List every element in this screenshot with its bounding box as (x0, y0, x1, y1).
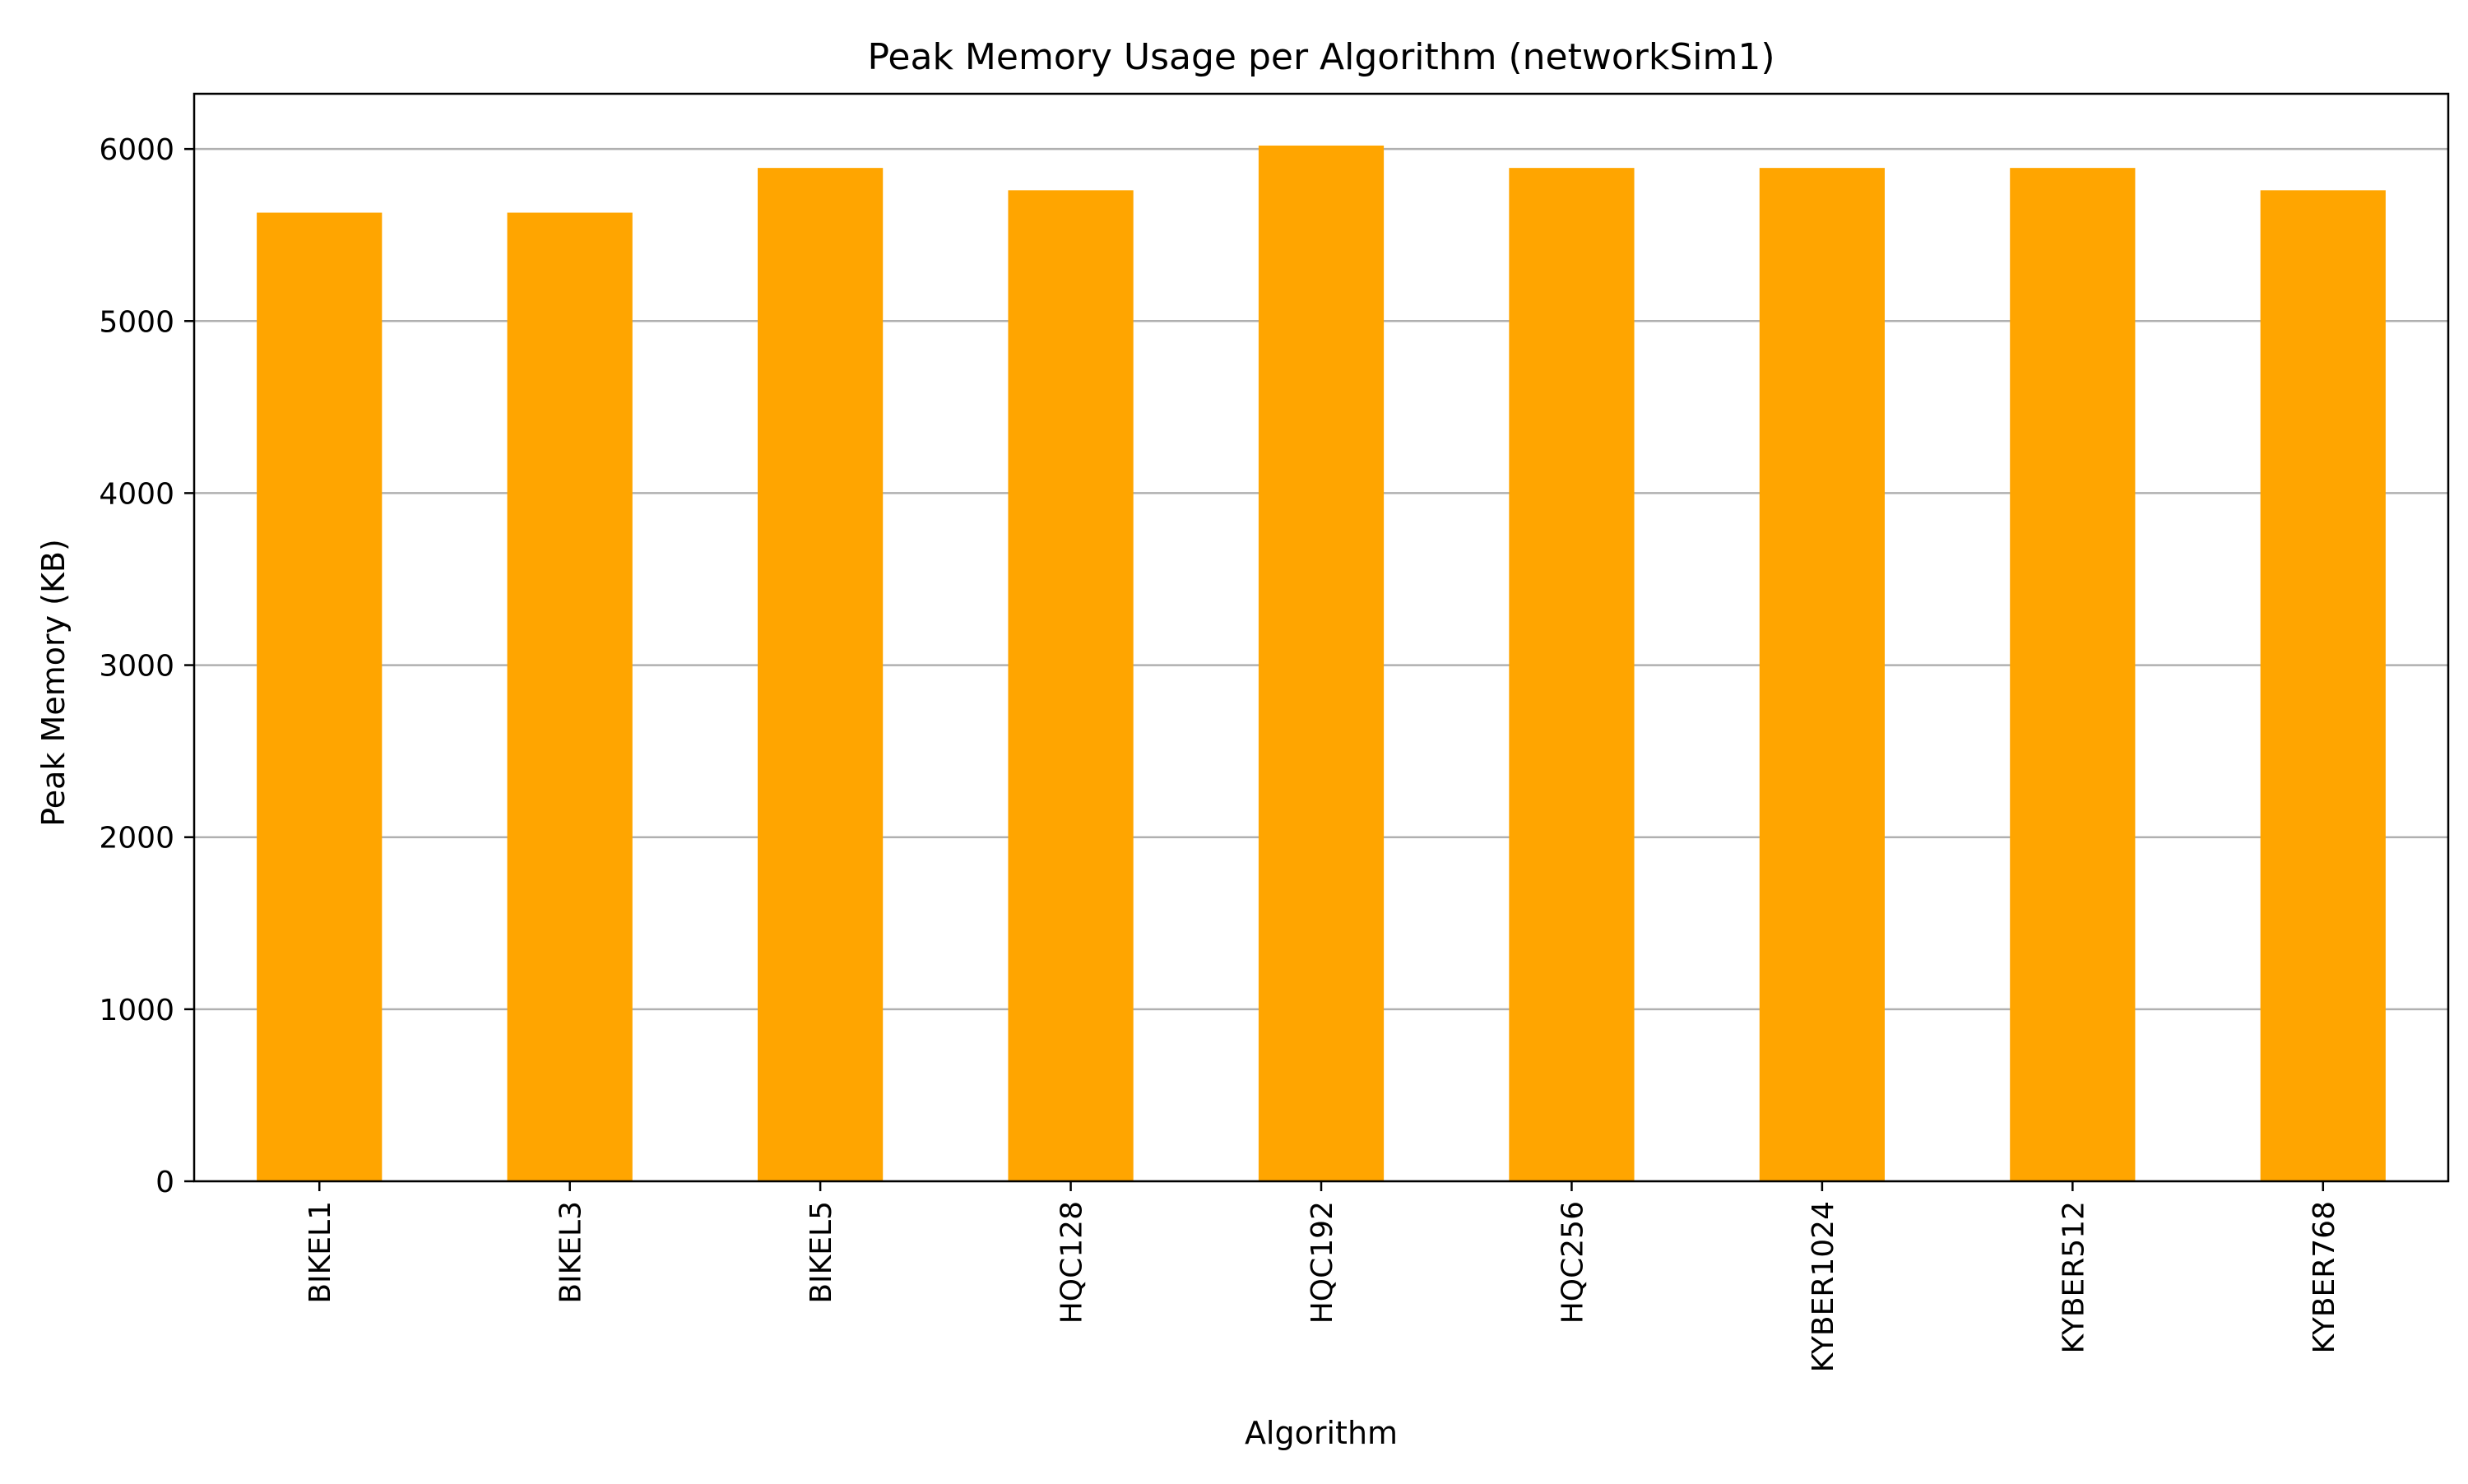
x-tick-label: BIKEL1 (304, 1201, 337, 1304)
x-tick-label: HQC128 (1055, 1201, 1089, 1324)
bar-hqc192 (1258, 145, 1385, 1181)
x-tick-label: BIKEL5 (805, 1201, 838, 1304)
y-axis-label: Peak Memory (KB) (35, 539, 72, 827)
y-tick-label: 1000 (99, 994, 174, 1027)
bar-bikel5 (758, 168, 884, 1181)
x-tick-label: BIKEL3 (554, 1201, 588, 1304)
chart-title: Peak Memory Usage per Algorithm (network… (867, 36, 1774, 78)
y-tick-label: 0 (155, 1166, 174, 1199)
x-tick-label: KYBER1024 (1807, 1201, 1840, 1372)
bar-bikel3 (507, 212, 633, 1182)
x-axis-label: Algorithm (1245, 1415, 1398, 1451)
bar-kyber1024 (1759, 168, 1885, 1181)
y-tick-label: 2000 (99, 822, 174, 856)
y-tick-label: 6000 (99, 133, 174, 167)
y-tick-label: 3000 (99, 650, 174, 684)
x-axis-ticks: BIKEL1 BIKEL3 BIKEL5 HQC128 HQC192 HQC256 KYBE… (304, 1181, 2341, 1372)
bar-kyber512 (2010, 168, 2136, 1181)
x-tick-label: KYBER768 (2308, 1201, 2341, 1353)
y-axis-ticks: 0 1000 2000 3000 4000 5000 6000 (99, 133, 194, 1199)
y-tick-label: 5000 (99, 305, 174, 339)
bar-hqc128 (1008, 190, 1134, 1182)
x-tick-label: HQC192 (1306, 1201, 1339, 1324)
bar-bikel1 (257, 212, 383, 1182)
x-tick-label: HQC256 (1556, 1201, 1589, 1324)
bars (257, 145, 2386, 1182)
y-tick-label: 4000 (99, 477, 174, 511)
bar-kyber768 (2260, 190, 2386, 1182)
bar-hqc256 (1509, 168, 1635, 1181)
x-tick-label: KYBER512 (2057, 1201, 2090, 1353)
